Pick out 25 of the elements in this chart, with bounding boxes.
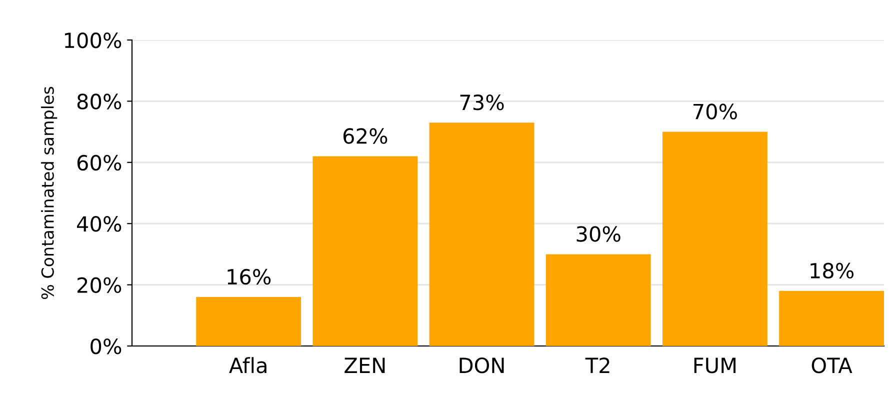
x-tick-label: OTA [812,357,852,374]
data-label: 18% [810,262,854,279]
data-label: 73% [460,94,504,110]
x-tick-label: T2 [585,357,610,373]
bar [196,297,302,346]
bar [312,156,418,346]
bar [546,254,651,346]
data-label: 30% [576,226,620,242]
y-tick-label: 80% [77,94,122,110]
x-tick-label: ZEN [344,358,385,373]
data-label: 70% [694,104,737,120]
y-tick-label: 20% [78,277,122,294]
y-tick-label: 100% [65,32,122,48]
bar [662,132,768,346]
data-label: 62% [343,128,388,144]
y-axis-title: % Contaminated samples [41,86,58,300]
x-tick-label: FUM [694,358,736,374]
y-tick-label: 40% [76,216,122,232]
y-tick-label: 0% [90,338,122,354]
y-tick-label: 60% [77,154,122,171]
bar [429,122,534,346]
x-tick-label: Afla [229,357,266,374]
bar [779,290,884,346]
data-label: 16% [228,268,271,285]
x-tick-label: DON [460,357,504,374]
